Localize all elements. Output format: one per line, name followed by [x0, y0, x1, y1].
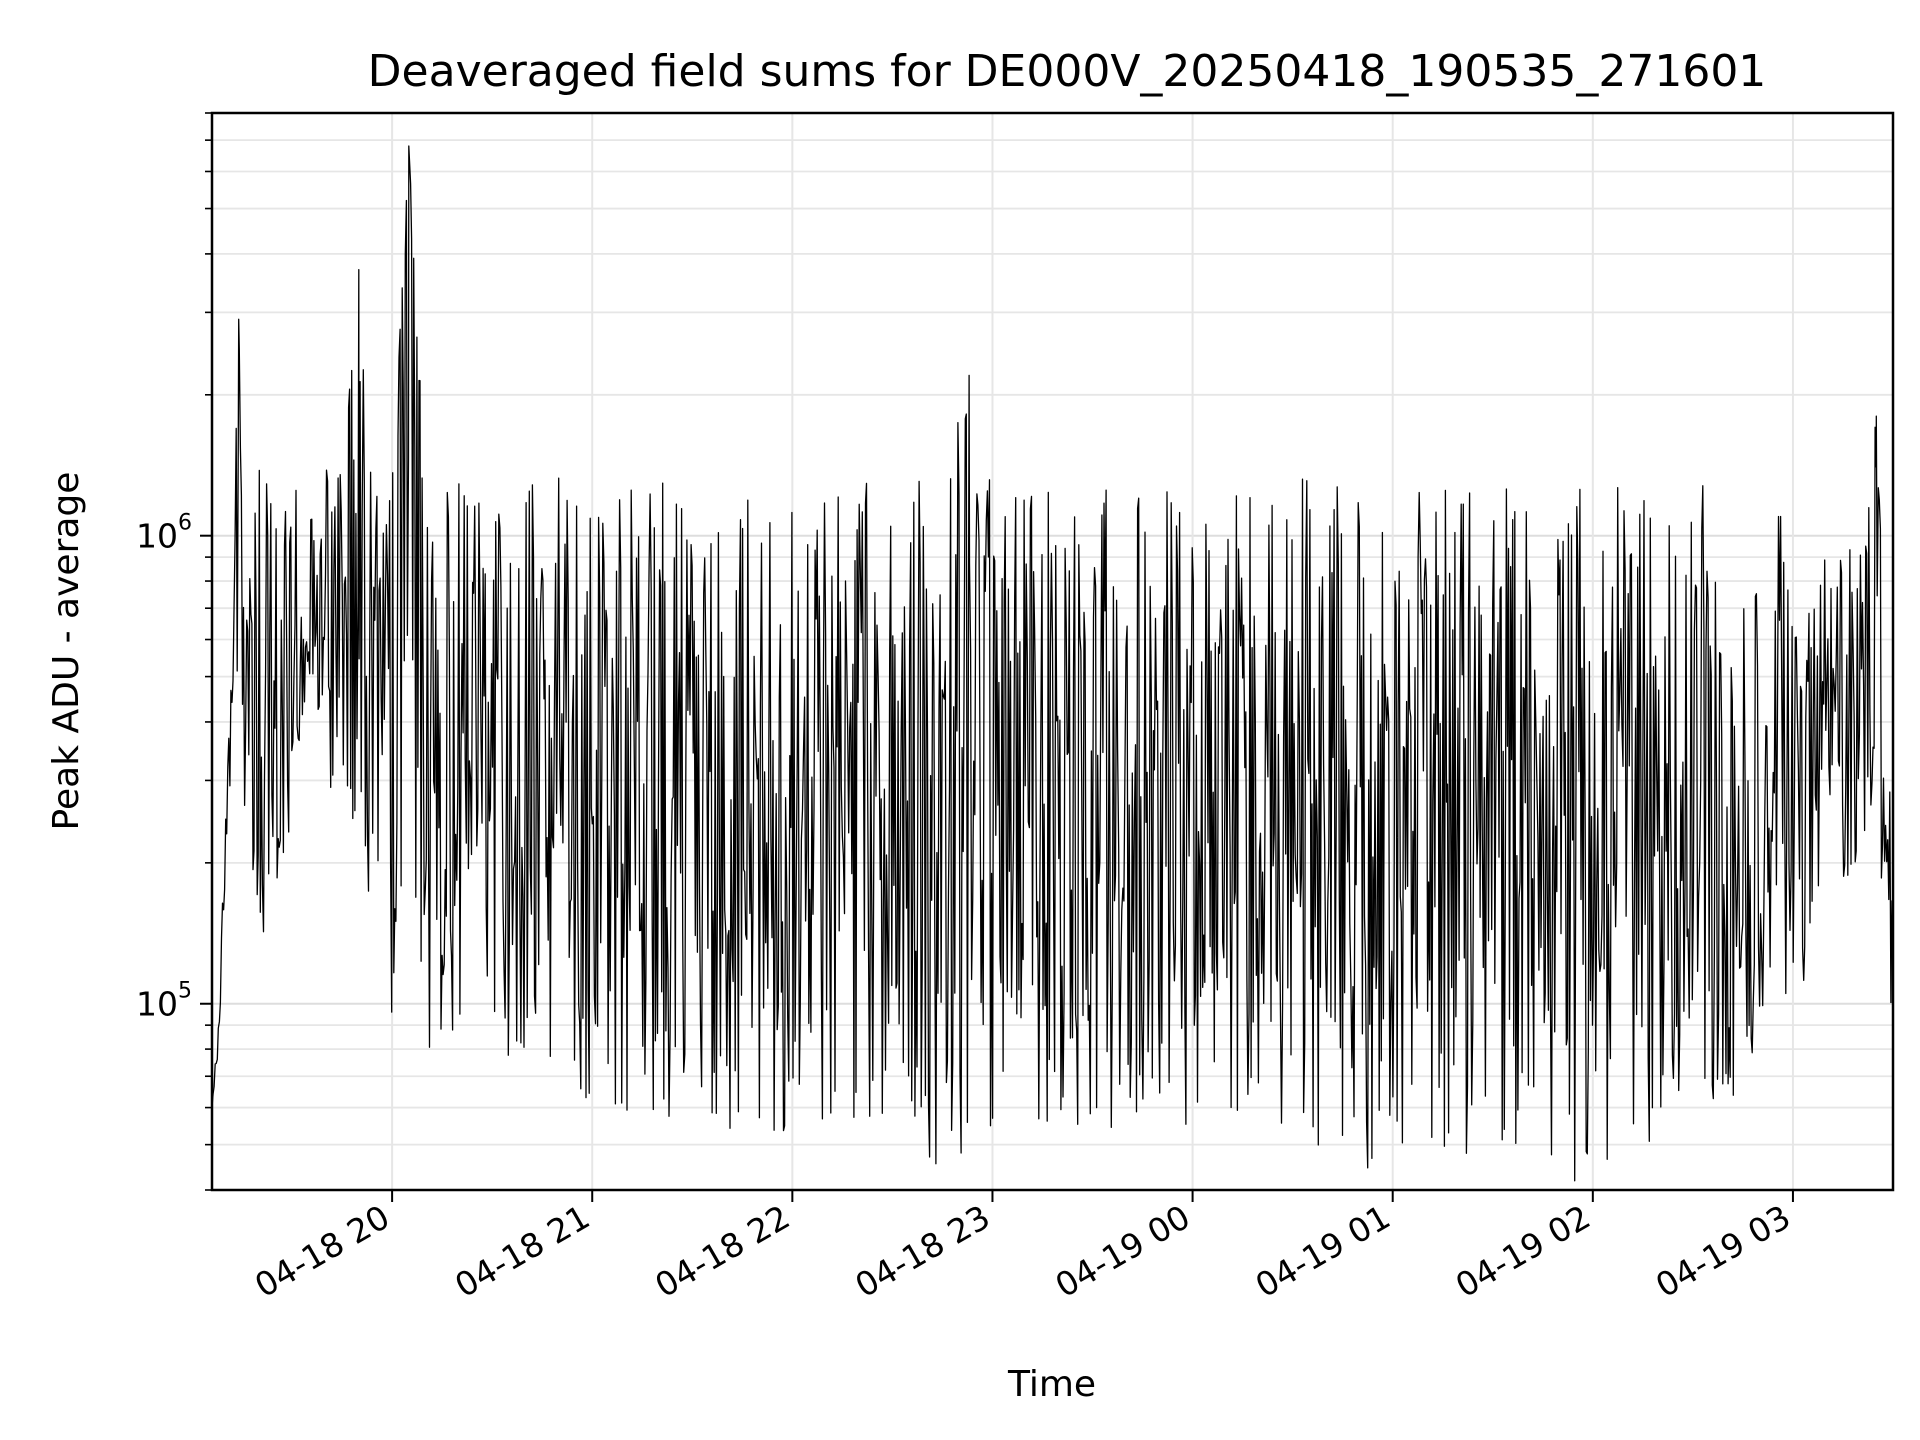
series-line	[211, 145, 1894, 1182]
plot-frame	[210, 111, 1895, 1192]
chart-title: Deaveraged field sums for DE000V_2025041…	[368, 46, 1767, 97]
y-tick-label: 106	[136, 511, 192, 556]
y-axis-ticks: 105 106	[136, 112, 212, 1191]
series-path	[211, 145, 1894, 1182]
y-tick-label: 105	[136, 979, 192, 1024]
x-axis-label: Time	[1007, 1364, 1096, 1405]
y-axis-label: Peak ADU - average	[46, 472, 87, 831]
